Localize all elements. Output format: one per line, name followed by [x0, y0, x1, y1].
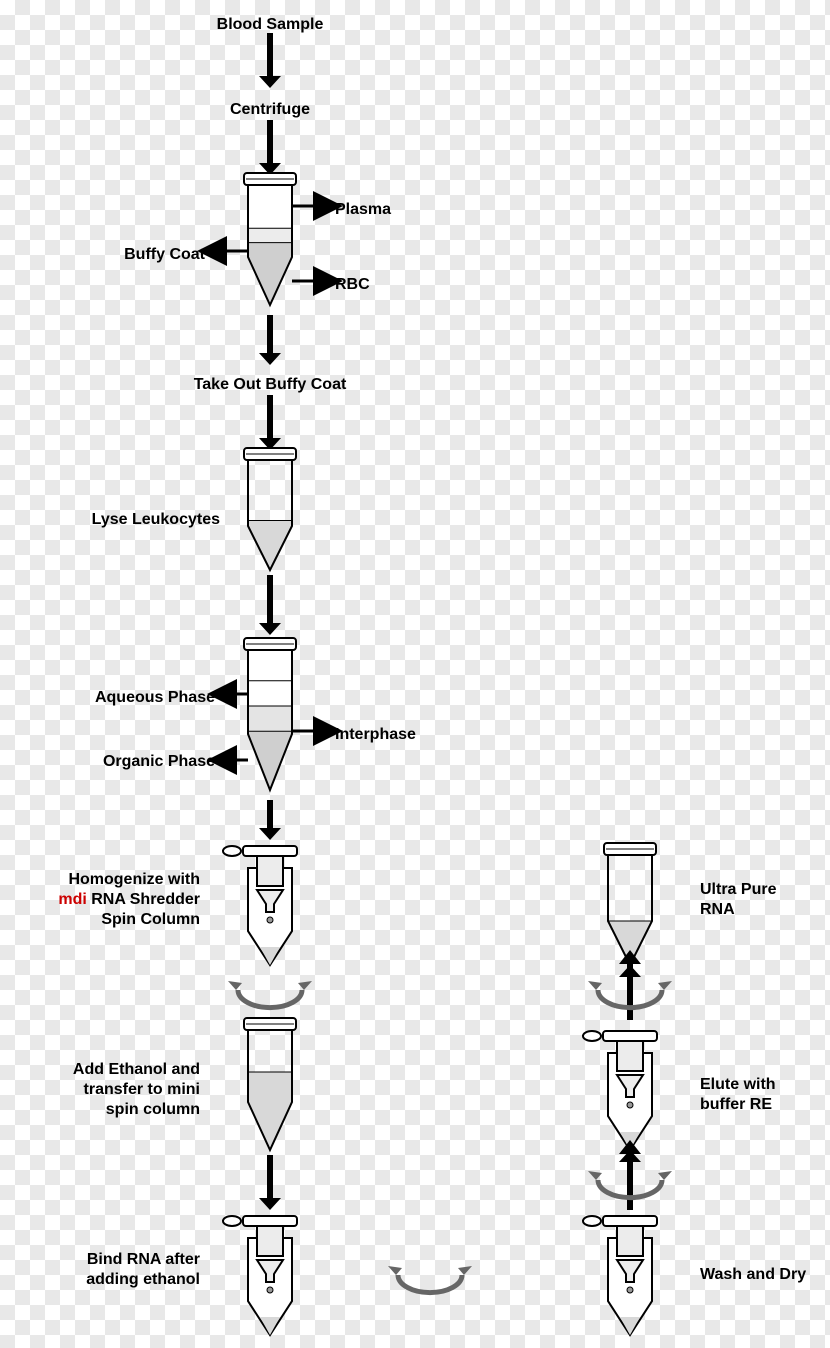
label-r2: Wash and Dry [700, 1265, 806, 1284]
label-buffy: Buffy Coat [124, 245, 205, 264]
label-s5b: transfer to mini [84, 1080, 200, 1099]
label-r0a: Ultra Pure [700, 880, 776, 899]
label-r0b: RNA [700, 900, 735, 919]
label-aq: Aqueous Phase [95, 688, 215, 707]
label-plasma: Plasma [335, 200, 391, 219]
label-rbc: RBC [335, 275, 370, 294]
label-s4c: Spin Column [101, 910, 200, 929]
label-r1a: Elute with [700, 1075, 776, 1094]
label-s4a: Homogenize with [68, 870, 200, 889]
label-inter: Interphase [335, 725, 416, 744]
label-s2: Take Out Buffy Coat [150, 375, 390, 394]
label-s1: Centrifuge [150, 100, 390, 119]
label-s5a: Add Ethanol and [73, 1060, 200, 1079]
label-org: Organic Phase [103, 752, 215, 771]
label-s3: Lyse Leukocytes [92, 510, 220, 529]
label-s5c: spin column [106, 1100, 200, 1119]
diagram-svg [0, 0, 830, 1348]
label-s6b: adding ethanol [86, 1270, 200, 1289]
label-s6a: Bind RNA after [87, 1250, 200, 1269]
label-r1b: buffer RE [700, 1095, 772, 1114]
label-s4b: mdi RNA Shredder [58, 890, 200, 909]
label-s0: Blood Sample [150, 15, 390, 34]
